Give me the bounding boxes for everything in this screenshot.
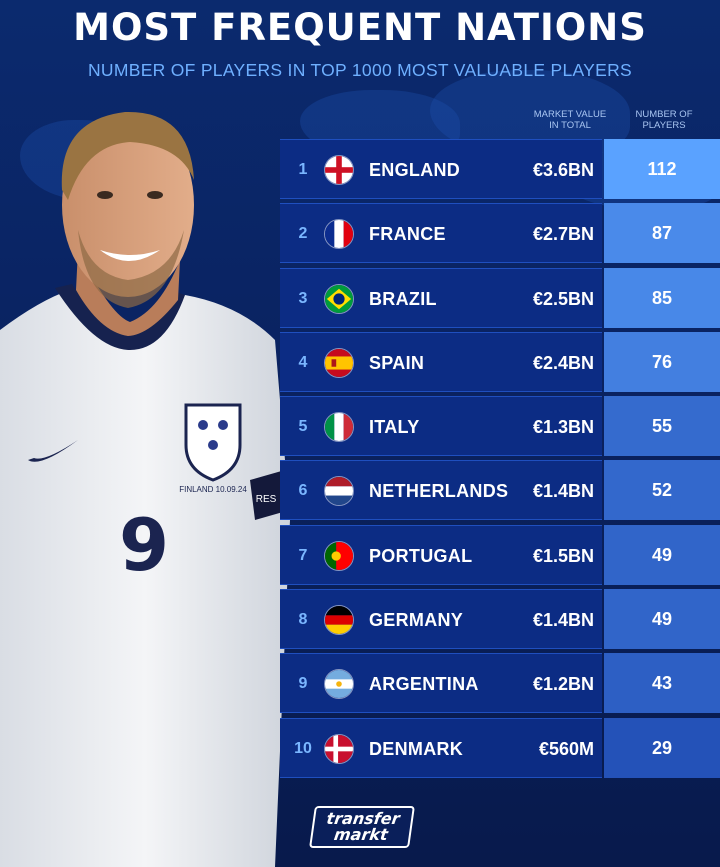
argentina-flag-icon <box>324 669 354 700</box>
market-value: €1.4BN <box>532 610 594 631</box>
players-bar: 112 <box>604 139 720 199</box>
player-illustration: FINLAND 10.09.24 9 RES <box>0 111 290 867</box>
nations-table: 1 ENGLAND €3.6BN 112 2 FRANCE €2.7BN 8 7 … <box>280 137 720 780</box>
players-bar: 43 <box>604 653 720 714</box>
table-row: 2 FRANCE €2.7BN 87 <box>280 201 720 265</box>
players-bar: 49 <box>604 589 720 650</box>
nation-name: NETHERLANDS <box>369 481 509 502</box>
rank: 5 <box>298 418 308 436</box>
players-count: 55 <box>651 416 673 437</box>
rank: 1 <box>298 161 308 178</box>
portugal-flag-icon <box>324 540 354 571</box>
market-value: €2.4BN <box>532 352 594 373</box>
row-main-cell: 1 ENGLAND €3.6BN <box>280 139 602 199</box>
rank: 7 <box>298 546 308 564</box>
nation-name: FRANCE <box>369 224 446 245</box>
market-value: €1.5BN <box>532 545 594 566</box>
market-value: €1.4BN <box>532 481 594 502</box>
page-subtitle: NUMBER OF PLAYERS IN TOP 1000 MOST VALUA… <box>87 60 633 80</box>
england-flag-icon <box>324 155 354 185</box>
players-bar: 87 <box>604 203 720 264</box>
logo-line-2: markt <box>332 825 390 844</box>
players-bar: 49 <box>604 524 720 585</box>
players-count: 43 <box>651 673 673 694</box>
players-count: 29 <box>651 737 673 758</box>
france-flag-icon <box>324 219 354 250</box>
players-count: 52 <box>651 480 673 501</box>
players-count: 87 <box>651 223 673 244</box>
nation-name: GERMANY <box>369 610 464 631</box>
rank: 3 <box>298 289 308 307</box>
players-count: 76 <box>651 351 673 372</box>
table-row: 10 DENMARK €560M 29 <box>280 716 720 780</box>
shirt-text: FINLAND 10.09.24 <box>179 485 247 494</box>
sleeve-text: RES <box>256 494 277 505</box>
rank: 8 <box>298 611 308 629</box>
table-row: 8 GERMANY €1.4BN 49 <box>280 587 720 651</box>
players-bar: 76 <box>604 331 720 392</box>
market-value: €2.5BN <box>532 288 594 309</box>
nation-name: ITALY <box>369 417 420 438</box>
nation-name: ENGLAND <box>369 160 461 180</box>
nation-name: PORTUGAL <box>369 545 473 566</box>
shirt-number: 9 <box>119 503 169 587</box>
nation-name: SPAIN <box>369 352 425 373</box>
denmark-flag-icon <box>324 733 354 764</box>
row-main-cell: 10 DENMARK €560M <box>280 717 602 778</box>
players-count: 49 <box>651 609 673 630</box>
market-value: €1.3BN <box>532 417 594 438</box>
players-bar: 55 <box>604 396 720 457</box>
rank: 6 <box>298 482 308 500</box>
row-main-cell: 6 NETHERLANDS €1.4BN <box>280 460 602 521</box>
table-row: 3 BRAZIL €2.5BN 85 <box>280 266 720 330</box>
players-count: 112 <box>647 159 677 179</box>
brazil-flag-icon <box>324 283 354 314</box>
rank: 4 <box>298 353 308 371</box>
market-value-header: MARKET VALUE IN TOTAL <box>533 109 607 131</box>
players-count: 85 <box>651 287 673 308</box>
players-bar: 52 <box>604 460 720 521</box>
nation-name: ARGENTINA <box>369 674 479 695</box>
row-main-cell: 9 ARGENTINA €1.2BN <box>280 653 602 714</box>
players-bar: 29 <box>604 717 720 778</box>
transfermarkt-logo: transfer markt <box>309 806 415 848</box>
row-main-cell: 4 SPAIN €2.4BN <box>280 331 602 392</box>
players-header: NUMBER OF PLAYERS <box>635 109 693 131</box>
market-value: €2.7BN <box>532 224 594 245</box>
rank: 9 <box>298 675 308 693</box>
germany-flag-icon <box>324 605 354 636</box>
row-main-cell: 2 FRANCE €2.7BN <box>280 203 602 264</box>
row-main-cell: 3 BRAZIL €2.5BN <box>280 267 602 328</box>
nation-name: DENMARK <box>369 738 464 759</box>
rank: 2 <box>298 225 308 243</box>
row-main-cell: 8 GERMANY €1.4BN <box>280 589 602 650</box>
italy-flag-icon <box>324 412 354 443</box>
table-row: 7 PORTUGAL €1.5BN 49 <box>280 523 720 587</box>
table-row: 5 ITALY €1.3BN 55 <box>280 394 720 458</box>
spain-flag-icon <box>324 347 354 378</box>
table-row: 4 SPAIN €2.4BN 76 <box>280 330 720 394</box>
market-value: €560M <box>538 738 594 759</box>
table-row: 9 ARGENTINA €1.2BN 43 <box>280 651 720 715</box>
players-count: 49 <box>651 544 673 565</box>
table-row: 6 NETHERLANDS €1.4BN 52 <box>280 458 720 522</box>
row-main-cell: 7 PORTUGAL €1.5BN <box>280 524 602 585</box>
netherlands-flag-icon <box>324 476 354 507</box>
table-row: 1 ENGLAND €3.6BN 112 <box>280 137 720 201</box>
row-main-cell: 5 ITALY €1.3BN <box>280 396 602 457</box>
market-value: €3.6BN <box>532 160 594 180</box>
nation-name: BRAZIL <box>369 288 437 309</box>
rank: 10 <box>294 739 312 757</box>
market-value: €1.2BN <box>532 674 594 695</box>
page-title: MOST FREQUENT NATIONS <box>73 6 647 49</box>
players-bar: 85 <box>604 267 720 328</box>
